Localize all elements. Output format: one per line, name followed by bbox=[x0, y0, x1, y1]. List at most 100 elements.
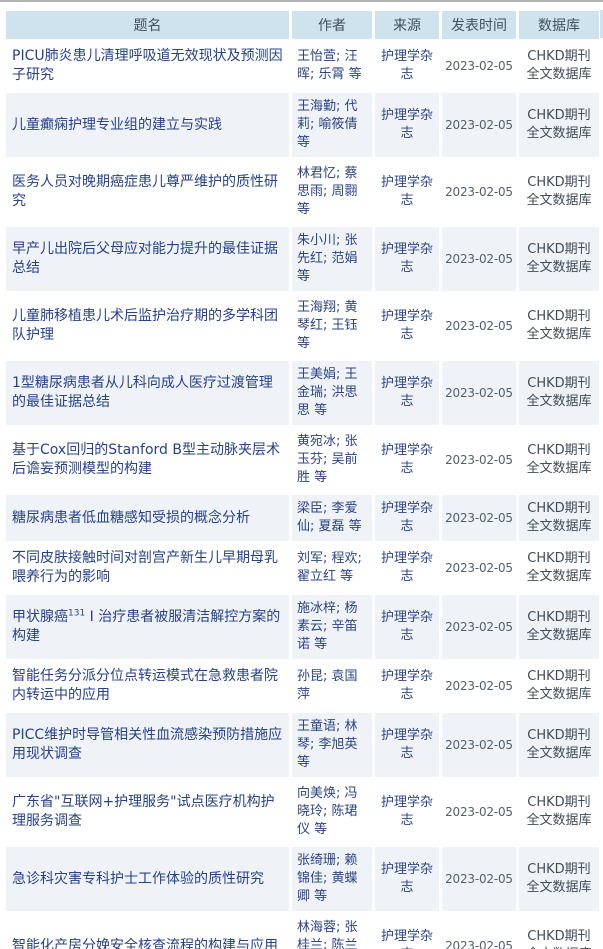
source-cell: 护理学杂志 bbox=[375, 713, 439, 777]
header-row: 题名 作者 来源 发表时间 数据库 bbox=[6, 11, 599, 39]
database-cell: CHKD期刊全文数据库 bbox=[519, 227, 599, 291]
title-cell: 智能化产房分娩安全核查流程的构建与应用 bbox=[6, 914, 289, 949]
title-cell: PICU肺炎患儿清理呼吸道无效现状及预测因子研究 bbox=[6, 42, 289, 90]
source-cell: 护理学杂志 bbox=[375, 662, 439, 710]
authors-cell: 施冰梓; 杨素云; 辛笛诺 等 bbox=[292, 595, 372, 659]
results-table-body: PICU肺炎患儿清理呼吸道无效现状及预测因子研究 王怡萱; 汪晖; 乐霄 等护理学… bbox=[6, 42, 599, 949]
article-title-link[interactable]: 儿童癫痫护理专业组的建立与实践 bbox=[12, 116, 222, 133]
authors-cell: 张绮珊; 赖锦佳; 黄蝶卿 等 bbox=[292, 847, 372, 911]
source-cell: 护理学杂志 bbox=[375, 495, 439, 541]
database-cell: CHKD期刊全文数据库 bbox=[519, 93, 599, 157]
table-row: 急诊科灾害专科护士工作体验的质性研究 张绮珊; 赖锦佳; 黄蝶卿 等护理学杂志 20… bbox=[6, 847, 599, 911]
database-cell: CHKD期刊全文数据库 bbox=[519, 713, 599, 777]
table-row: 早产儿出院后父母应对能力提升的最佳证据总结 朱小川; 张先红; 范娟 等护理学杂志… bbox=[6, 227, 599, 291]
date-cell: 2023-02-05 bbox=[442, 544, 516, 592]
title-cell: 糖尿病患者低血糖感知受损的概念分析 bbox=[6, 495, 289, 541]
authors-cell: 王美娟; 王金瑞; 洪思思 等 bbox=[292, 361, 372, 425]
title-cell: PICC维护时导管相关性血流感染预防措施应用现状调查 bbox=[6, 713, 289, 777]
source-cell: 护理学杂志 bbox=[375, 294, 439, 358]
article-title-link[interactable]: 早产儿出院后父母应对能力提升的最佳证据总结 bbox=[12, 241, 278, 276]
source-cell: 护理学杂志 bbox=[375, 93, 439, 157]
authors-cell: 王海勤; 代莉; 喻筱倩 等 bbox=[292, 93, 372, 157]
column-header-date: 发表时间 bbox=[442, 11, 516, 39]
date-cell: 2023-02-05 bbox=[442, 294, 516, 358]
article-title-link[interactable]: 儿童肺移植患儿术后监护治疗期的多学科团队护理 bbox=[12, 308, 278, 343]
table-row: 基于Cox回归的Stanford B型主动脉夹层术后谵妄预测模型的构建 黄宛冰; … bbox=[6, 428, 599, 492]
authors-cell: 林海蓉; 张桂兰; 陈兰珍 等 bbox=[292, 914, 372, 949]
database-cell: CHKD期刊全文数据库 bbox=[519, 42, 599, 90]
table-row: 医务人员对晚期癌症患儿尊严维护的质性研究 林君忆; 蔡思雨; 周翾 等护理学杂志 2… bbox=[6, 160, 599, 224]
date-cell: 2023-02-05 bbox=[442, 227, 516, 291]
superscript-text: 131 bbox=[68, 608, 86, 619]
date-cell: 2023-02-05 bbox=[442, 495, 516, 541]
article-title-link[interactable]: 医务人员对晚期癌症患儿尊严维护的质性研究 bbox=[12, 174, 278, 209]
database-cell: CHKD期刊全文数据库 bbox=[519, 780, 599, 844]
table-row: 智能化产房分娩安全核查流程的构建与应用 林海蓉; 张桂兰; 陈兰珍 等护理学杂志2… bbox=[6, 914, 599, 949]
article-title-link[interactable]: 基于Cox回归的Stanford B型主动脉夹层术后谵妄预测模型的构建 bbox=[12, 442, 280, 477]
source-cell: 护理学杂志 bbox=[375, 544, 439, 592]
date-cell: 2023-02-05 bbox=[442, 914, 516, 949]
title-cell: 医务人员对晚期癌症患儿尊严维护的质性研究 bbox=[6, 160, 289, 224]
database-cell: CHKD期刊全文数据库 bbox=[519, 495, 599, 541]
article-title-link[interactable]: 甲状腺癌131 I 治疗患者被服清洁解控方案的构建 bbox=[12, 608, 281, 644]
source-cell: 护理学杂志 bbox=[375, 595, 439, 659]
article-title-link[interactable]: PICC维护时导管相关性血流感染预防措施应用现状调查 bbox=[12, 727, 283, 762]
date-cell: 2023-02-05 bbox=[442, 595, 516, 659]
clipped-next-column-sliver bbox=[600, 10, 603, 38]
article-title-link[interactable]: 1型糖尿病患者从儿科向成人医疗过渡管理的最佳证据总结 bbox=[12, 375, 273, 410]
database-cell: CHKD期刊全文数据库 bbox=[519, 914, 599, 949]
table-row: PICC维护时导管相关性血流感染预防措施应用现状调查 王童语; 林琴; 李旭英 等… bbox=[6, 713, 599, 777]
date-cell: 2023-02-05 bbox=[442, 713, 516, 777]
article-title-link[interactable]: 智能化产房分娩安全核查流程的构建与应用 bbox=[12, 937, 278, 949]
authors-cell: 黄宛冰; 张玉芬; 吴前胜 等 bbox=[292, 428, 372, 492]
authors-cell: 梁臣; 李爱仙; 夏磊 等 bbox=[292, 495, 372, 541]
database-cell: CHKD期刊全文数据库 bbox=[519, 294, 599, 358]
database-cell: CHKD期刊全文数据库 bbox=[519, 428, 599, 492]
article-title-link[interactable]: PICU肺炎患儿清理呼吸道无效现状及预测因子研究 bbox=[12, 48, 283, 83]
date-cell: 2023-02-05 bbox=[442, 42, 516, 90]
title-cell: 甲状腺癌131 I 治疗患者被服清洁解控方案的构建 bbox=[6, 595, 289, 659]
table-row: 广东省"互联网+护理服务"试点医疗机构护理服务调查 向美焕; 冯晓玲; 陈珺仪 等… bbox=[6, 780, 599, 844]
title-cell: 儿童癫痫护理专业组的建立与实践 bbox=[6, 93, 289, 157]
title-cell: 基于Cox回归的Stanford B型主动脉夹层术后谵妄预测模型的构建 bbox=[6, 428, 289, 492]
authors-cell: 孙昆; 袁国萍 bbox=[292, 662, 372, 710]
table-row: 甲状腺癌131 I 治疗患者被服清洁解控方案的构建 施冰梓; 杨素云; 辛笛诺 等… bbox=[6, 595, 599, 659]
date-cell: 2023-02-05 bbox=[442, 780, 516, 844]
title-cell: 儿童肺移植患儿术后监护治疗期的多学科团队护理 bbox=[6, 294, 289, 358]
article-title-link[interactable]: 糖尿病患者低血糖感知受损的概念分析 bbox=[12, 509, 250, 526]
article-title-link[interactable]: 不同皮肤接触时间对剖宫产新生儿早期母乳喂养行为的影响 bbox=[12, 550, 278, 585]
database-cell: CHKD期刊全文数据库 bbox=[519, 847, 599, 911]
title-cell: 智能任务分派分位点转运模式在急救患者院内转运中的应用 bbox=[6, 662, 289, 710]
source-cell: 护理学杂志 bbox=[375, 361, 439, 425]
title-cell: 急诊科灾害专科护士工作体验的质性研究 bbox=[6, 847, 289, 911]
source-cell: 护理学杂志 bbox=[375, 227, 439, 291]
column-header-database: 数据库 bbox=[519, 11, 599, 39]
table-row: 儿童肺移植患儿术后监护治疗期的多学科团队护理 王海翔; 黄琴红; 王钰 等护理学杂… bbox=[6, 294, 599, 358]
article-title-link[interactable]: 广东省"互联网+护理服务"试点医疗机构护理服务调查 bbox=[12, 794, 275, 829]
table-row: 儿童癫痫护理专业组的建立与实践 王海勤; 代莉; 喻筱倩 等护理学杂志 2023-0… bbox=[6, 93, 599, 157]
authors-cell: 王海翔; 黄琴红; 王钰 等 bbox=[292, 294, 372, 358]
column-header-source: 来源 bbox=[375, 11, 439, 39]
title-cell: 早产儿出院后父母应对能力提升的最佳证据总结 bbox=[6, 227, 289, 291]
table-row: 智能任务分派分位点转运模式在急救患者院内转运中的应用 孙昆; 袁国萍 护理学杂志 20… bbox=[6, 662, 599, 710]
authors-cell: 王怡萱; 汪晖; 乐霄 等 bbox=[292, 42, 372, 90]
database-cell: CHKD期刊全文数据库 bbox=[519, 361, 599, 425]
authors-cell: 林君忆; 蔡思雨; 周翾 等 bbox=[292, 160, 372, 224]
source-cell: 护理学杂志 bbox=[375, 780, 439, 844]
date-cell: 2023-02-05 bbox=[442, 847, 516, 911]
database-cell: CHKD期刊全文数据库 bbox=[519, 544, 599, 592]
title-cell: 不同皮肤接触时间对剖宫产新生儿早期母乳喂养行为的影响 bbox=[6, 544, 289, 592]
table-row: PICU肺炎患儿清理呼吸道无效现状及预测因子研究 王怡萱; 汪晖; 乐霄 等护理学… bbox=[6, 42, 599, 90]
source-cell: 护理学杂志 bbox=[375, 42, 439, 90]
article-title-link[interactable]: 急诊科灾害专科护士工作体验的质性研究 bbox=[12, 870, 264, 887]
date-cell: 2023-02-05 bbox=[442, 428, 516, 492]
database-cell: CHKD期刊全文数据库 bbox=[519, 595, 599, 659]
source-cell: 护理学杂志 bbox=[375, 847, 439, 911]
title-cell: 广东省"互联网+护理服务"试点医疗机构护理服务调查 bbox=[6, 780, 289, 844]
authors-cell: 王童语; 林琴; 李旭英 等 bbox=[292, 713, 372, 777]
article-title-link[interactable]: 智能任务分派分位点转运模式在急救患者院内转运中的应用 bbox=[12, 668, 278, 703]
source-cell: 护理学杂志 bbox=[375, 428, 439, 492]
authors-cell: 向美焕; 冯晓玲; 陈珺仪 等 bbox=[292, 780, 372, 844]
source-cell: 护理学杂志 bbox=[375, 914, 439, 949]
